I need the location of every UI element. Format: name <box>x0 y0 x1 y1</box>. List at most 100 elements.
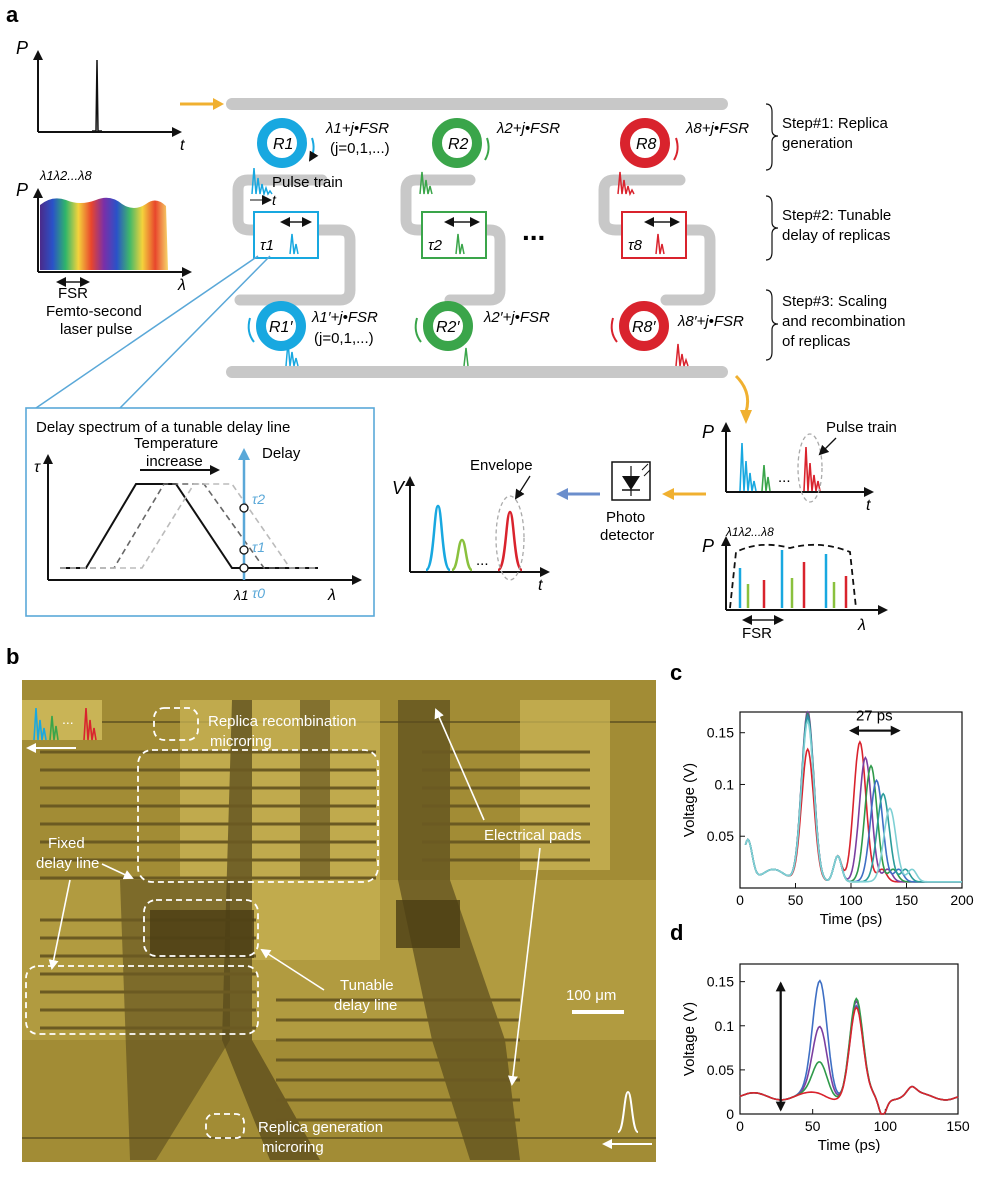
panel-label-b: b <box>6 644 19 669</box>
delay-box-2: τ2 <box>421 211 487 259</box>
output-pulse-train-plot: P t ... Pulse train <box>702 419 897 514</box>
y-axis-label: Voltage (V) <box>681 763 698 837</box>
ellipsis-delays: ... <box>522 215 545 246</box>
x-tick-label: 0 <box>736 1118 744 1134</box>
step1-line1: Step#1: Replica <box>782 115 889 132</box>
photodetector-icon <box>611 461 651 501</box>
x-tick-label: 0 <box>736 892 744 908</box>
inset-lambda: λ <box>327 587 336 604</box>
inset-lambda1: λ1 <box>233 587 249 603</box>
fsr-label-2: FSR <box>742 625 772 642</box>
photo-line1: Photo <box>606 509 645 526</box>
tau-level-2: τ2 <box>252 491 265 507</box>
chart-d: 0 50 100 150 0 0.05 0.1 0.15 Time (ps) Voltage (V… <box>681 963 970 1154</box>
inset-connector <box>119 255 271 409</box>
x-tick-label: 150 <box>895 892 919 908</box>
tau-level-0: τ0 <box>252 585 265 601</box>
ring-R1p-label: R1′ <box>269 319 293 336</box>
tau-8: τ8 <box>628 237 643 254</box>
yellow-arrow-icon <box>734 374 750 413</box>
panel-label-d: d <box>670 920 683 945</box>
axis-V: V <box>392 478 406 498</box>
y-tick-label: 0.15 <box>707 725 734 741</box>
input-spectrum-plot: P λ λ1λ2...λ8 FSR Femto-second laser pul… <box>16 168 192 338</box>
y-axis-label: Voltage (V) <box>681 1002 698 1076</box>
step2-line2: delay of replicas <box>782 227 890 244</box>
tau-1: τ1 <box>260 237 274 254</box>
tau-2: τ2 <box>428 237 443 254</box>
photo-ellipsis: ... <box>62 711 74 727</box>
series-line-1 <box>739 999 959 1115</box>
replica-pulses-bottom <box>285 341 689 367</box>
step3-line3: of replicas <box>782 333 850 350</box>
panel-label-a: a <box>6 2 19 27</box>
ring-R2-label: R2 <box>448 136 469 153</box>
ellipsis-env: ... <box>476 552 489 569</box>
femto-line2: laser pulse <box>60 321 133 338</box>
ring-R8-label: R8 <box>636 136 657 153</box>
label-fixed-1: Fixed <box>48 835 85 852</box>
axis-P-spectrum: P <box>16 180 28 200</box>
ring-R2p: R2′ <box>414 301 473 351</box>
ring-R8p-label: R8′ <box>632 319 656 336</box>
series-line-2 <box>739 997 959 1115</box>
res-top-1: λ1+j•FSR <box>325 120 389 137</box>
pulse-train-label: Pulse train <box>272 174 343 191</box>
delay-label: Delay <box>262 445 301 462</box>
y-tick-label: 0 <box>726 1106 734 1122</box>
replica-pulses-top: t <box>250 167 635 208</box>
label-replica-gen-1: Replica generation <box>258 1119 383 1136</box>
axis-P-spectrum2: P <box>702 536 714 556</box>
axis-lambda: λ <box>177 277 186 294</box>
chip-micrograph: ... <box>22 680 656 1162</box>
label-replica-gen-2: microring <box>262 1139 324 1156</box>
blue-arrow-icon <box>556 488 568 500</box>
axis-lambda-2: λ <box>857 617 866 634</box>
ring-R1: R1 <box>257 118 319 168</box>
res-bottom-8: λ8′+j•FSR <box>677 313 744 330</box>
temp-line2: increase <box>146 453 203 470</box>
label-electrical-pads: Electrical pads <box>484 827 582 844</box>
series-line-3 <box>739 1005 959 1115</box>
plot-frame <box>739 963 959 1115</box>
x-axis-label: Time (ps) <box>820 911 883 928</box>
femto-line1: Femto-second <box>46 303 142 320</box>
ring-R2: R2 <box>432 118 490 168</box>
label-fixed-2: delay line <box>36 855 99 872</box>
delay-box-8: τ8 <box>621 211 687 259</box>
x-tick-label: 150 <box>946 1118 970 1134</box>
axis-t-small: t <box>272 192 277 208</box>
step-braces <box>765 103 779 361</box>
label-tunable-1: Tunable <box>340 977 394 994</box>
label-scale-bar: 100 μm <box>566 987 616 1004</box>
yellow-arrow-icon <box>662 488 674 500</box>
axis-P-train: P <box>702 422 714 442</box>
step1-line2: generation <box>782 135 853 152</box>
inset-connector <box>35 255 259 409</box>
x-tick-label: 100 <box>874 1118 898 1134</box>
x-tick-label: 100 <box>839 892 863 908</box>
y-tick-label: 0.1 <box>715 1018 735 1034</box>
ring-R1p: R1′ <box>247 301 306 351</box>
spectrum-lambdas: λ1λ2...λ8 <box>39 168 92 183</box>
ring-R2p-label: R2′ <box>436 319 460 336</box>
res-top-8: λ8+j•FSR <box>685 120 749 137</box>
pulse-train-label-2: Pulse train <box>826 419 897 436</box>
chart-c: 0 50 100 150 200 0.05 0.1 0.15 Time (ps) Voltage … <box>681 707 974 928</box>
step3-line1: Step#3: Scaling <box>782 293 887 310</box>
x-tick-label: 200 <box>950 892 974 908</box>
x-tick-label: 50 <box>788 892 804 908</box>
delay-box-1: τ1 <box>253 211 319 259</box>
inset-tau: τ <box>34 459 41 476</box>
fsr-label: FSR <box>58 285 88 302</box>
label-tunable-2: delay line <box>334 997 397 1014</box>
panel-label-c: c <box>670 660 682 685</box>
delay-spectrum-inset: Delay spectrum of a tunable delay line τ… <box>25 407 375 617</box>
photo-line2: detector <box>600 527 654 544</box>
y-tick-label: 0.05 <box>707 1062 734 1078</box>
res-bottom-1: λ1′+j•FSR <box>311 309 378 326</box>
j-note-bottom: (j=0,1,...) <box>314 330 374 347</box>
label-replica-recomb-1: Replica recombination <box>208 713 356 730</box>
tau-level-1: τ1 <box>252 539 265 555</box>
j-note-top: (j=0,1,...) <box>330 140 390 157</box>
